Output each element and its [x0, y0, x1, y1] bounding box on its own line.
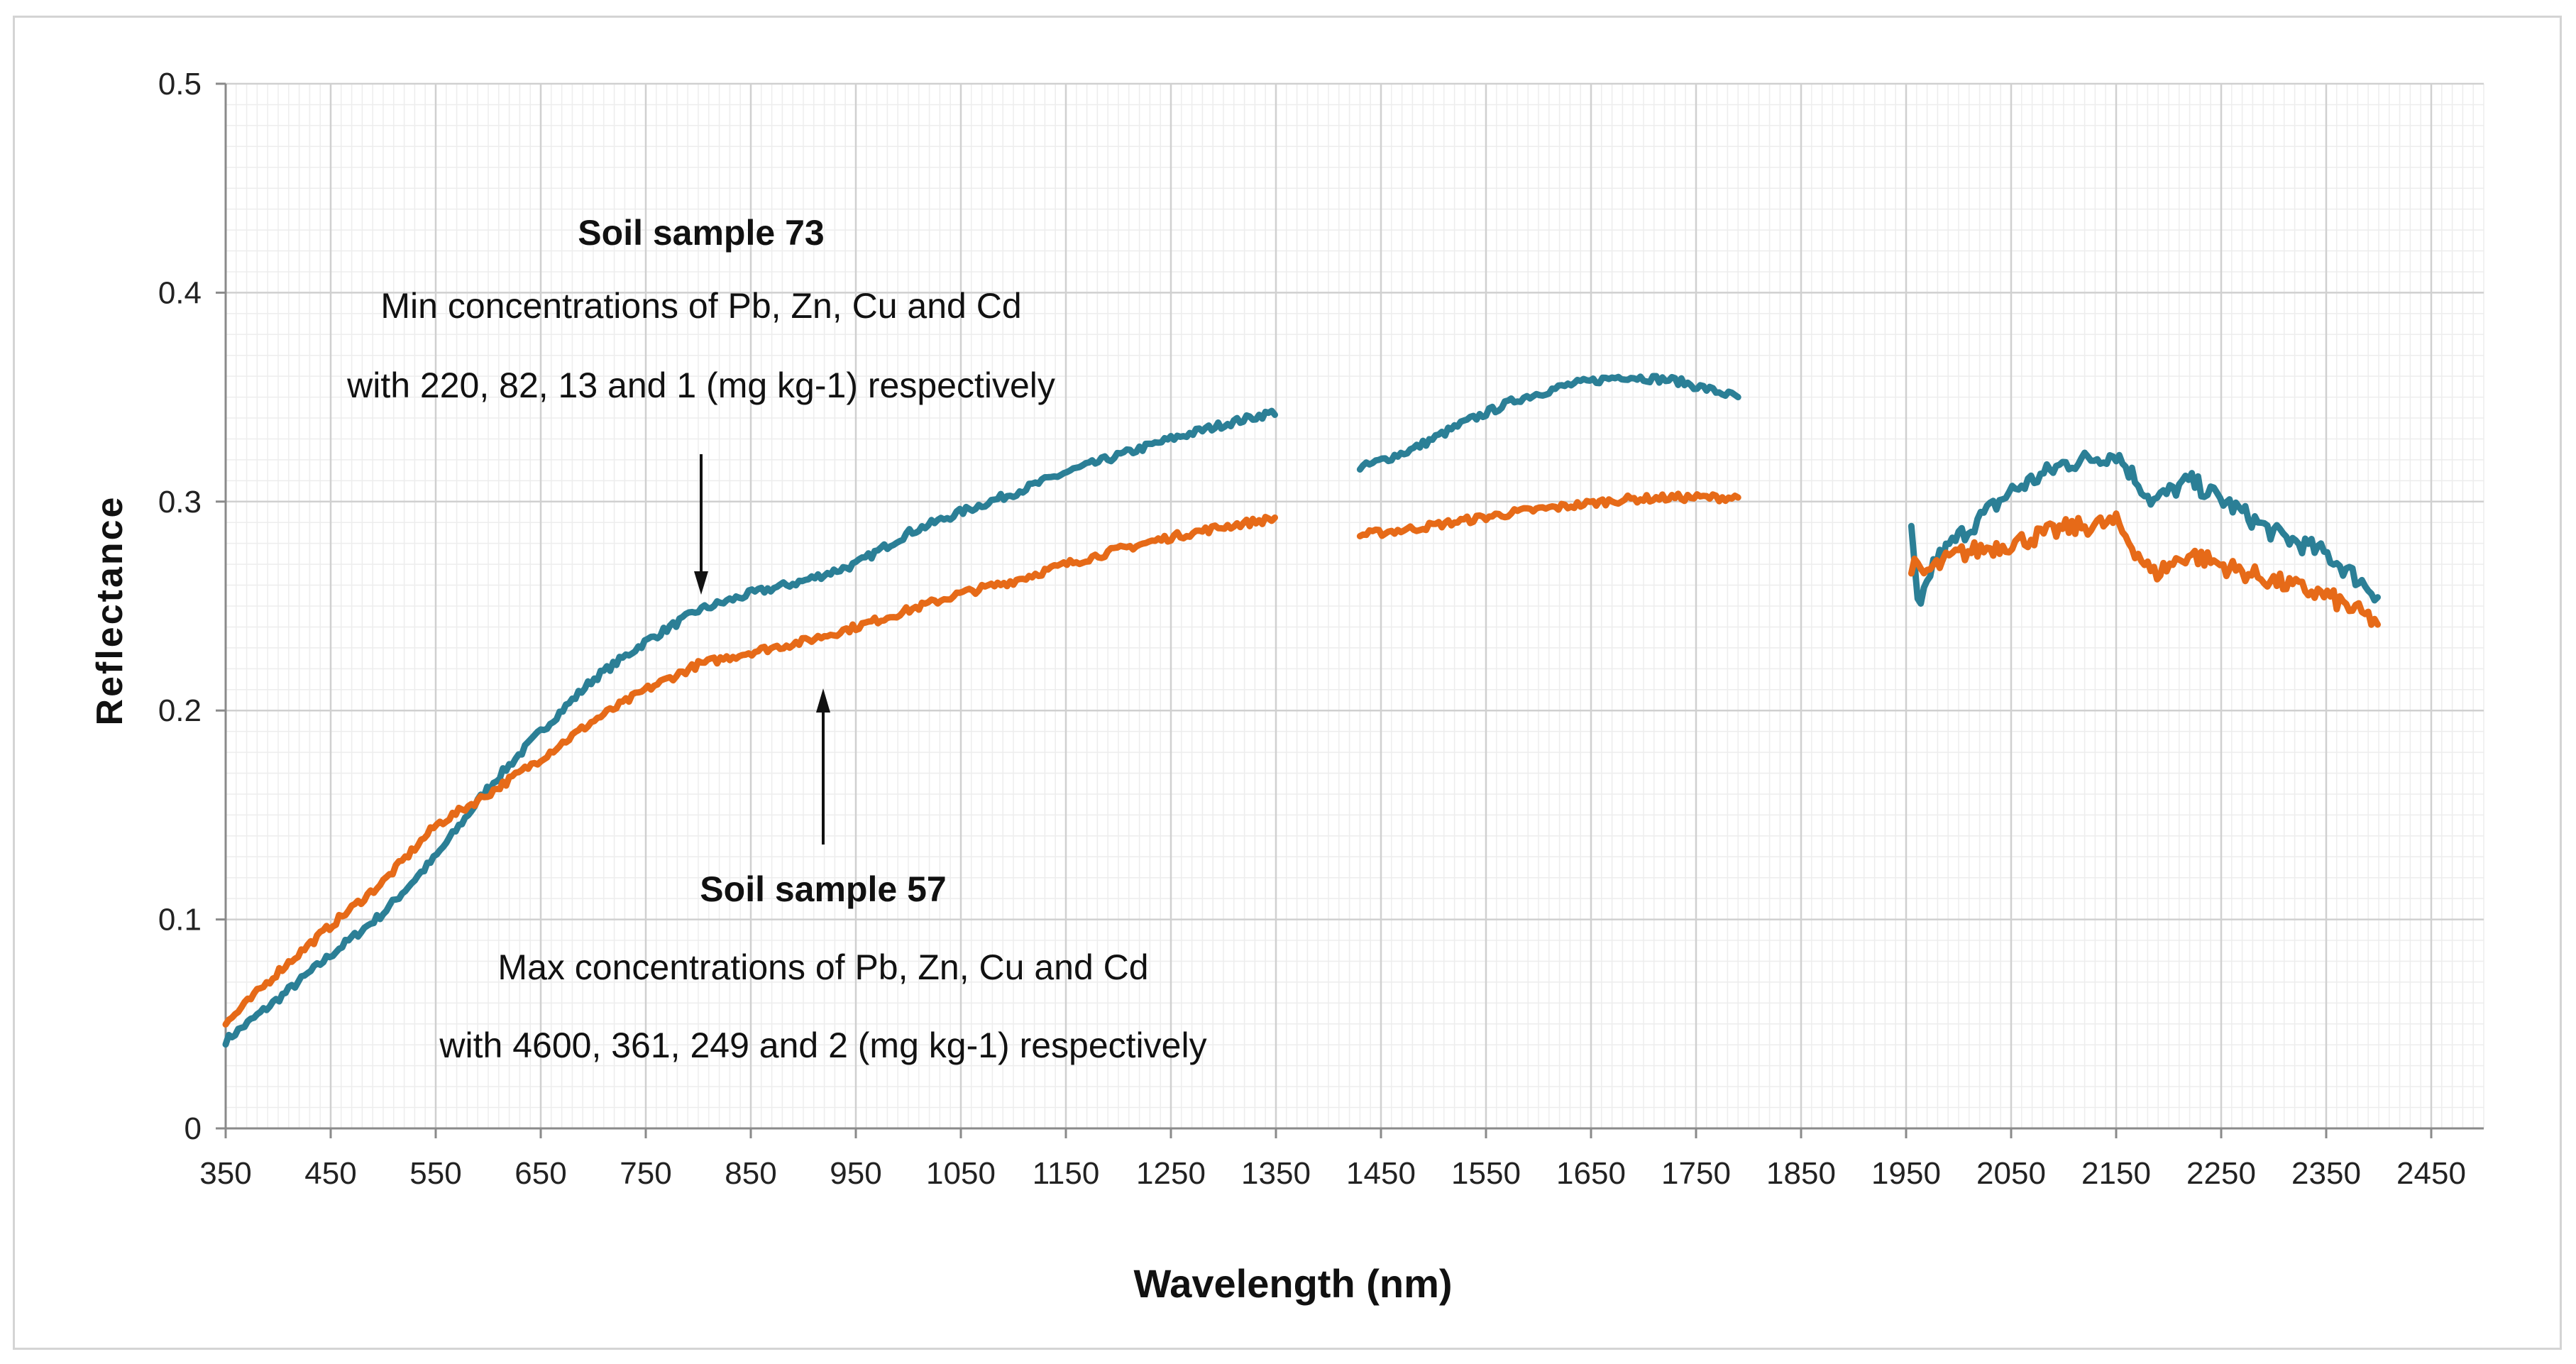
series-layer — [222, 373, 2381, 1048]
x-tick-label: 650 — [514, 1156, 566, 1191]
x-tick-label: 1850 — [1766, 1156, 1836, 1191]
annotation-sample-73: Soil sample 73 Min concentrations of Pb,… — [346, 213, 1055, 595]
series-soil-sample-57 — [222, 490, 2381, 1028]
x-tick-label: 1750 — [1661, 1156, 1731, 1191]
minor-grid — [226, 84, 2484, 1128]
x-tick-label: 1150 — [1033, 1156, 1100, 1191]
y-tick-label: 0 — [185, 1111, 202, 1146]
y-tick-label: 0.4 — [158, 275, 202, 310]
axes — [216, 82, 2484, 1138]
y-tick-label: 0.1 — [158, 903, 202, 937]
annotation-title: Soil sample 73 — [578, 213, 824, 253]
x-tick-label: 2450 — [2396, 1156, 2466, 1191]
annotation-arrow-head — [694, 571, 708, 595]
x-tick-label: 1350 — [1241, 1156, 1311, 1191]
tick-labels: 350 450 550 650 750 850 950 1050 1150 1250 1350 145… — [158, 67, 2466, 1191]
x-tick-label: 2050 — [1976, 1156, 2046, 1191]
annotation-line: Min concentrations of Pb, Zn, Cu and Cd — [380, 286, 1021, 326]
x-tick-label: 450 — [304, 1156, 356, 1191]
annotation-line: with 4600, 361, 249 and 2 (mg kg-1) resp… — [439, 1025, 1206, 1065]
series-line-segment — [1356, 373, 1741, 473]
y-tick-label: 0.5 — [158, 67, 202, 101]
series-soil-sample-73 — [222, 373, 2381, 1048]
x-tick-label: 1550 — [1451, 1156, 1521, 1191]
series-line-segment — [1908, 449, 2381, 607]
annotation-sample-57: Soil sample 57 Max concentrations of Pb,… — [439, 688, 1207, 1065]
series-line-segment — [1908, 510, 2381, 628]
annotation-line: with 220, 82, 13 and 1 (mg kg-1) respect… — [346, 365, 1055, 405]
series-line-segment — [222, 407, 1278, 1048]
x-tick-label: 850 — [725, 1156, 776, 1191]
x-tick-label: 1050 — [926, 1156, 996, 1191]
x-tick-label: 2250 — [2186, 1156, 2256, 1191]
x-tick-label: 2350 — [2291, 1156, 2361, 1191]
annotation-title: Soil sample 57 — [700, 869, 946, 909]
chart-frame — [13, 16, 2562, 1350]
x-tick-label: 1450 — [1346, 1156, 1416, 1191]
x-tick-label: 1950 — [1871, 1156, 1941, 1191]
annotation-arrow-head — [816, 688, 830, 713]
x-tick-label: 2150 — [2081, 1156, 2151, 1191]
annotation-line: Max concentrations of Pb, Zn, Cu and Cd — [497, 947, 1148, 987]
series-line-segment — [1356, 490, 1741, 539]
x-tick-label: 750 — [620, 1156, 671, 1191]
y-axis-title: Reflectance — [89, 495, 131, 726]
y-tick-label: 0.3 — [158, 485, 202, 519]
x-tick-label: 950 — [830, 1156, 881, 1191]
x-axis-title: Wavelength (nm) — [1133, 1261, 1452, 1306]
series-line-segment — [222, 514, 1278, 1028]
x-tick-label: 1650 — [1556, 1156, 1626, 1191]
y-tick-label: 0.2 — [158, 693, 202, 728]
x-tick-label: 550 — [409, 1156, 461, 1191]
x-tick-label: 1250 — [1136, 1156, 1206, 1191]
x-tick-label: 350 — [199, 1156, 251, 1191]
